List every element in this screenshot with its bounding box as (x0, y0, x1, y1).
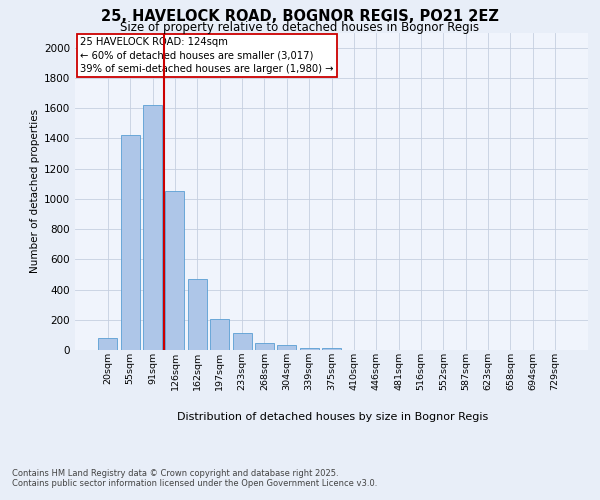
Text: Distribution of detached houses by size in Bognor Regis: Distribution of detached houses by size … (178, 412, 488, 422)
Bar (166, 191, 184, 350)
Text: Contains public sector information licensed under the Open Government Licence v3: Contains public sector information licen… (12, 479, 377, 488)
Bar (299, 348, 319, 350)
Bar (322, 348, 341, 350)
Text: Contains HM Land Registry data © Crown copyright and database right 2025.: Contains HM Land Registry data © Crown c… (12, 469, 338, 478)
Bar (210, 319, 229, 350)
Bar (98, 338, 118, 350)
Y-axis label: Number of detached properties: Number of detached properties (30, 109, 40, 274)
Text: Size of property relative to detached houses in Bognor Regis: Size of property relative to detached ho… (121, 22, 479, 35)
Text: 25, HAVELOCK ROAD, BOGNOR REGIS, PO21 2EZ: 25, HAVELOCK ROAD, BOGNOR REGIS, PO21 2E… (101, 9, 499, 24)
Bar (121, 136, 140, 350)
Bar (188, 279, 207, 350)
Bar (277, 346, 296, 350)
Bar (255, 343, 274, 350)
Text: 25 HAVELOCK ROAD: 124sqm
← 60% of detached houses are smaller (3,017)
39% of sem: 25 HAVELOCK ROAD: 124sqm ← 60% of detach… (80, 38, 334, 74)
Bar (143, 105, 162, 350)
Bar (233, 334, 251, 350)
